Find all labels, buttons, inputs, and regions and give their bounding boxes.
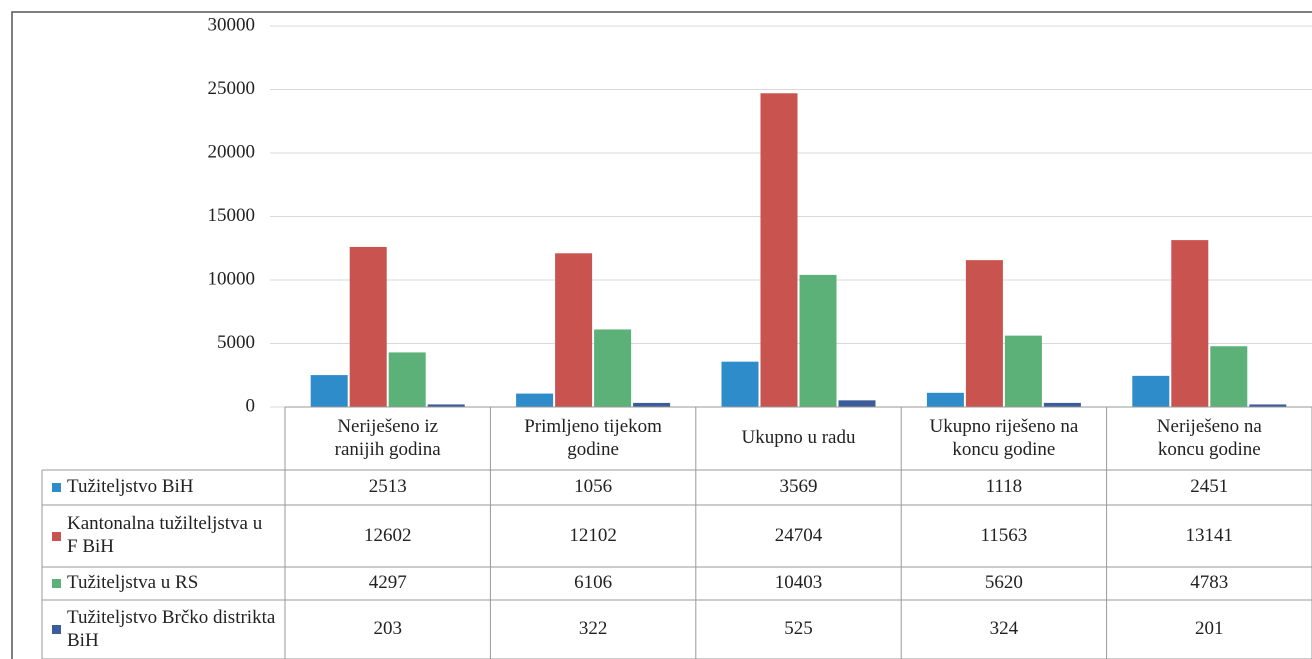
y-tick-label: 10000 [208,268,256,289]
legend-label: Tužiteljstvo BiH [67,476,194,498]
table-value: 1056 [574,476,613,498]
legend-entry: Tužiteljstva u RS [42,567,285,600]
x-tick-label: Neriješeno iz ranijih godina [334,415,441,460]
frame [11,11,1312,659]
table-value: 12602 [363,524,412,546]
legend-swatch [52,531,61,541]
table-value: 4783 [1190,572,1229,594]
bar [1132,375,1170,407]
y-tick-label: 25000 [208,78,256,99]
bar [516,393,554,407]
y-tick-label: 5000 [217,332,255,353]
bar [594,329,632,407]
y-tick-label: 20000 [208,141,256,162]
bar [1171,240,1209,407]
table-value: 2451 [1190,476,1229,498]
bar [310,375,348,407]
table-value: 11563 [980,524,1028,546]
bar [1004,335,1042,407]
legend-swatch [52,625,61,634]
legend-label: Kantonalna tužilteljstva u F BiH [67,513,263,557]
table-value: 322 [578,618,608,640]
table-value: 24704 [774,524,823,546]
legend-label: Tužiteljstva u RS [67,572,199,594]
legend-entry: Tužiteljstvo Brčko distrikta BiH [42,600,285,659]
table-value: 3569 [779,476,818,498]
bar [760,93,798,407]
table-value: 4297 [368,572,407,594]
bar [427,404,465,407]
legend-label: Tužiteljstvo Brčko distrikta BiH [67,606,276,651]
legend-swatch [52,579,61,588]
x-tick-label: Ukupno u radu [741,427,856,449]
bar [555,253,593,407]
table-value: 6106 [574,572,613,594]
bar [1210,346,1248,407]
table-value: 5620 [984,572,1023,594]
legend-swatch [52,483,61,492]
bar [1249,404,1287,407]
bar [388,352,426,407]
table-value: 2513 [368,476,407,498]
table-value: 324 [989,618,1019,640]
legend-entry: Tužiteljstvo BiH [42,470,285,505]
bar [799,274,837,407]
table-value: 10403 [774,572,823,594]
bar [838,400,876,407]
table-value: 12102 [569,524,617,546]
bar [1043,402,1081,407]
table-value: 13141 [1185,524,1234,546]
table-value: 1118 [985,476,1023,498]
x-tick-label: Ukupno riješeno na koncu godine [929,415,1079,460]
x-tick-label: Primljeno tijekom godine [524,415,662,460]
table-value: 203 [373,618,402,640]
table-value: 525 [784,618,813,640]
table-value: 201 [1195,618,1224,640]
bar [965,260,1003,407]
bar [349,246,387,407]
bar [926,392,964,407]
x-tick-label: Neriješeno na koncu godine [1156,415,1262,460]
y-tick-label: 0 [246,395,256,416]
bar [633,402,671,407]
legend-entry: Kantonalna tužilteljstva u F BiH [42,505,285,567]
y-tick-label: 15000 [208,205,256,226]
bar [721,361,759,407]
y-tick-label: 30000 [208,14,256,35]
